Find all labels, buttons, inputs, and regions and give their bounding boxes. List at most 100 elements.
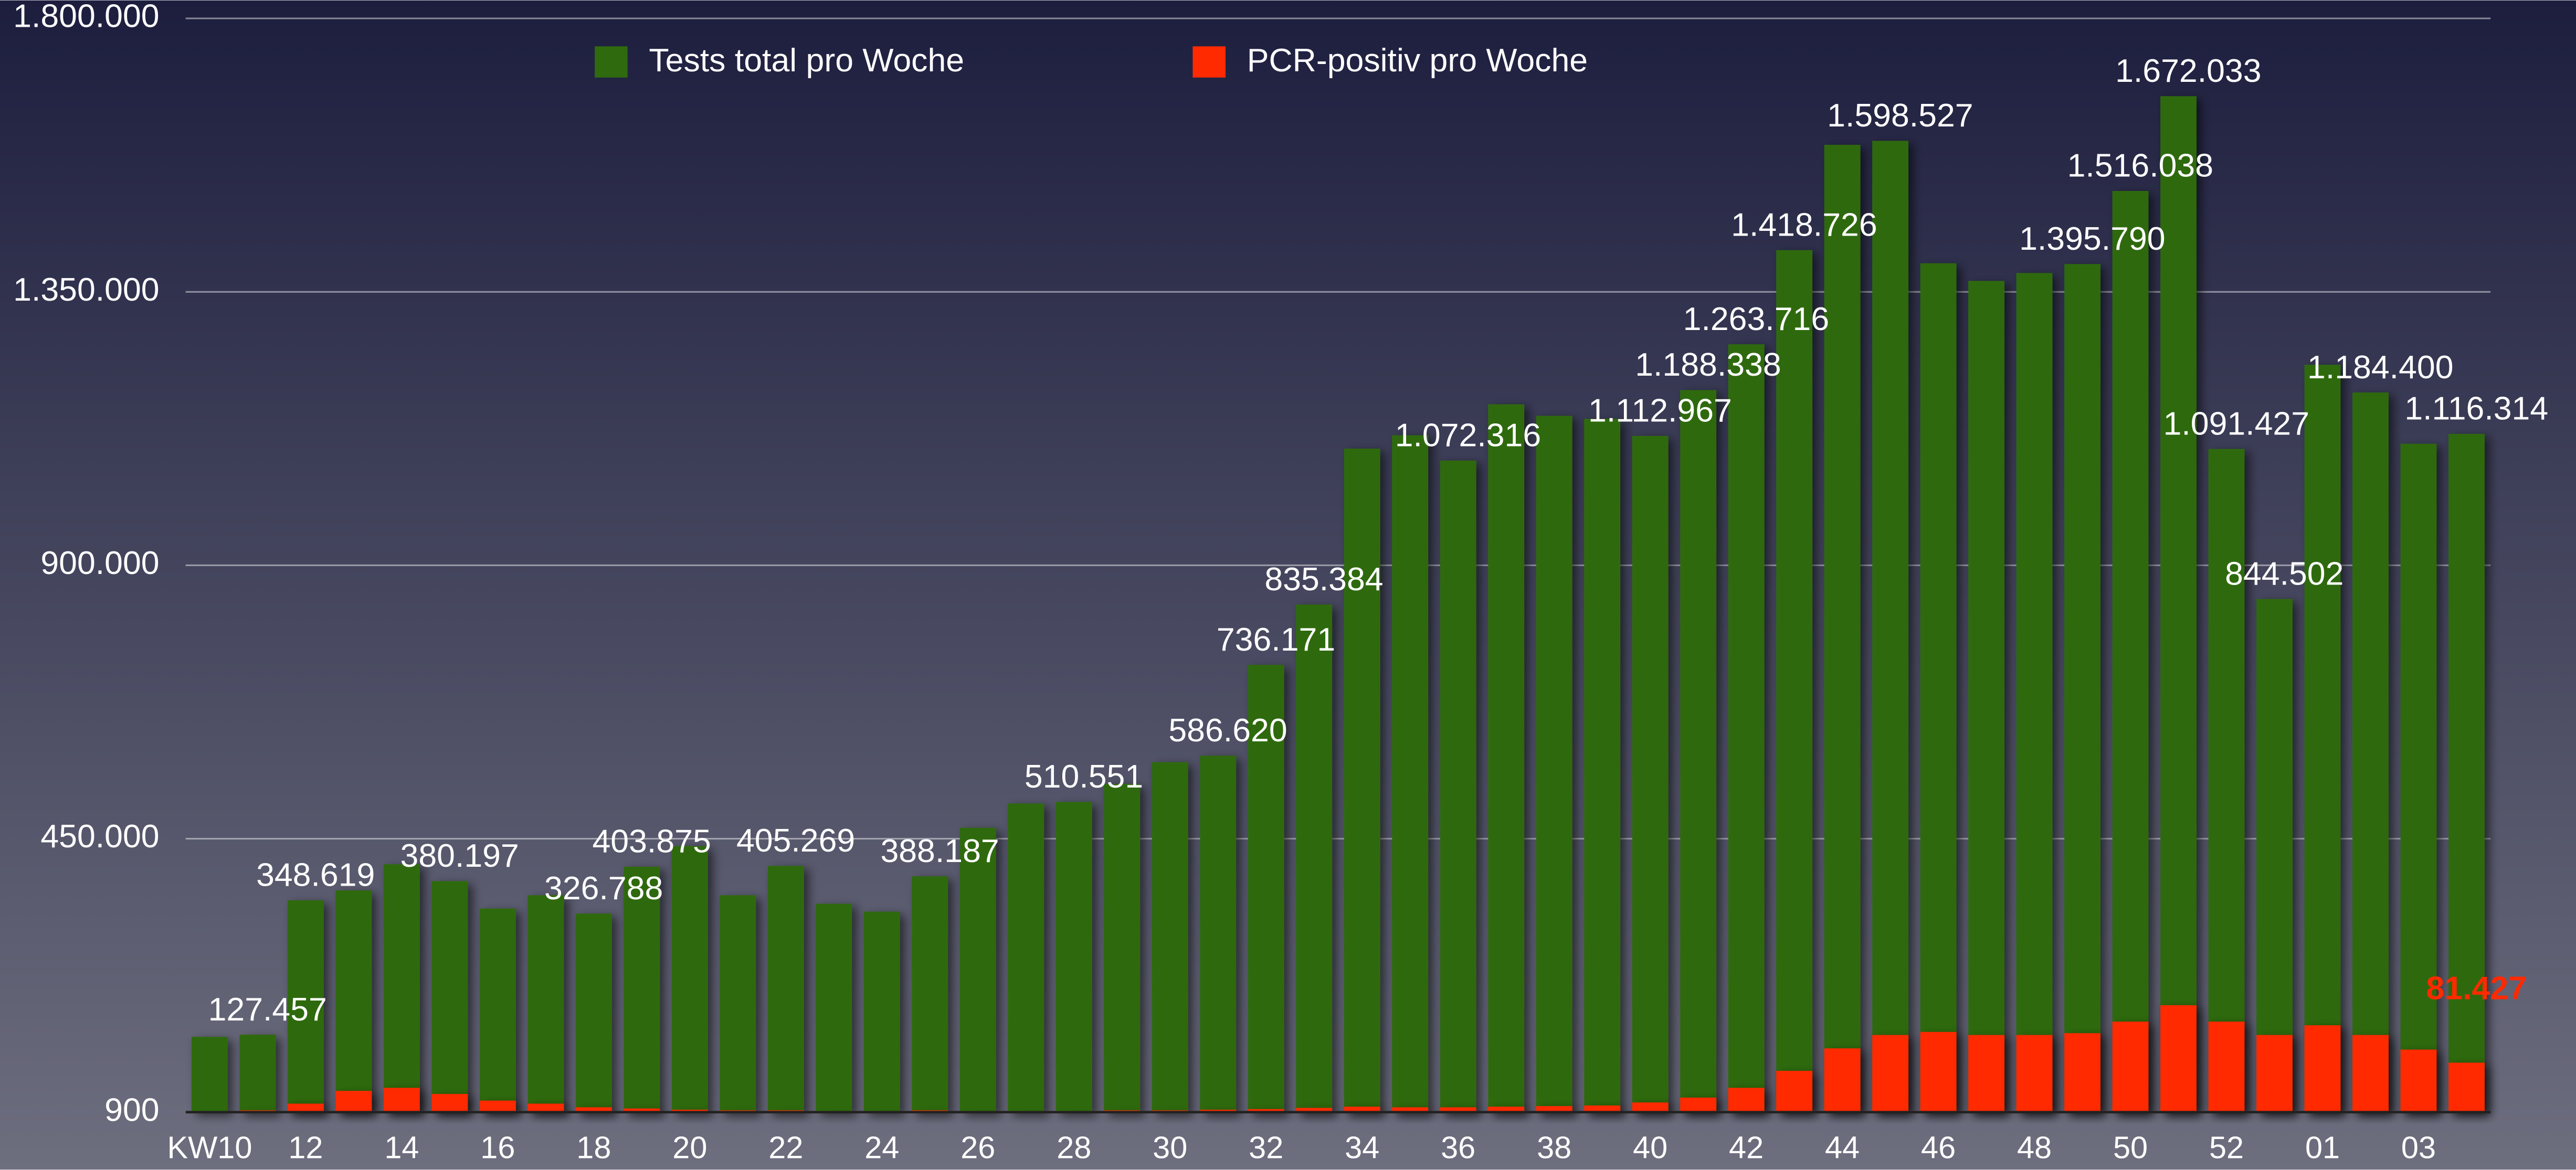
bar (2256, 599, 2293, 1112)
bar (624, 1108, 660, 1112)
value-label: 1.672.033 (2115, 52, 2261, 89)
bar (2160, 1005, 2197, 1112)
bar (2064, 1033, 2100, 1112)
y-tick-label: 450.000 (40, 818, 159, 855)
bar (1488, 1107, 1525, 1112)
bar (2112, 1022, 2149, 1112)
bar (1872, 141, 1909, 1112)
value-label: 844.502 (2225, 555, 2343, 592)
bar (239, 1035, 276, 1112)
value-label: 835.384 (1264, 561, 1383, 598)
bar (863, 911, 900, 1112)
bar-series (192, 1005, 2485, 1112)
value-label: 348.619 (256, 857, 375, 894)
value-label: 1.112.967 (1588, 392, 1732, 429)
bar (912, 876, 948, 1112)
x-tick-label: 52 (2209, 1130, 2244, 1165)
bar (1728, 1088, 1765, 1112)
value-label: 81.427 (2426, 970, 2527, 1006)
bar (2352, 392, 2389, 1112)
bar (1392, 1107, 1429, 1112)
bar (2016, 1035, 2053, 1112)
bar (1632, 435, 1669, 1112)
bar (2448, 433, 2485, 1112)
legend-swatch (595, 46, 628, 78)
bar (575, 1107, 612, 1112)
bar (1824, 145, 1861, 1112)
bar (2304, 1025, 2341, 1112)
x-tick-label: 26 (960, 1130, 995, 1165)
bar (1488, 404, 1525, 1112)
value-label: 380.197 (400, 837, 519, 874)
bar (287, 900, 324, 1112)
bar (1776, 250, 1813, 1112)
bar (1344, 1107, 1380, 1112)
value-label: 1.116.314 (2404, 390, 2548, 427)
x-tick-label: 40 (1633, 1130, 1667, 1165)
bar (959, 827, 996, 1112)
bar (1920, 263, 1957, 1112)
bar (1200, 756, 1237, 1112)
bar-series (192, 96, 2485, 1112)
x-tick-label: 18 (576, 1130, 611, 1165)
value-label: 1.418.726 (1731, 206, 1877, 243)
bar (1728, 344, 1765, 1112)
bar (1872, 1035, 1909, 1112)
bar (527, 895, 564, 1112)
bar (1824, 1048, 1861, 1112)
x-tick-label: 20 (672, 1130, 707, 1165)
x-tick-label: 42 (1729, 1130, 1764, 1165)
x-tick-label: 01 (2305, 1130, 2340, 1165)
bar (1536, 416, 1572, 1112)
value-label: 1.072.316 (1395, 417, 1541, 454)
value-label: 1.263.716 (1683, 301, 1829, 337)
value-label: 405.269 (736, 822, 855, 859)
bar (1440, 1107, 1476, 1112)
bar (816, 903, 852, 1112)
bar (2208, 1022, 2245, 1112)
y-tick-label: 900 (104, 1091, 159, 1128)
x-tick-label: 46 (1921, 1130, 1956, 1165)
bar (2256, 1035, 2293, 1112)
x-tick-label: 34 (1345, 1130, 1379, 1165)
value-label: 1.395.790 (2019, 220, 2165, 257)
value-label: 586.620 (1168, 712, 1287, 749)
bar (1776, 1071, 1813, 1112)
legend-label: Tests total pro Woche (649, 42, 964, 79)
bar (1968, 281, 2005, 1112)
bar (335, 890, 372, 1112)
x-tick-label: 44 (1825, 1130, 1860, 1165)
y-tick-label: 900.000 (40, 545, 159, 581)
bar (335, 1091, 372, 1112)
value-label: 1.598.527 (1827, 97, 1973, 134)
x-tick-label: 32 (1249, 1130, 1283, 1165)
bar (2304, 365, 2341, 1112)
value-label: 1.091.427 (2163, 405, 2309, 442)
bar (1392, 435, 1429, 1112)
bar (383, 1088, 420, 1112)
x-tick-label: 03 (2401, 1130, 2436, 1165)
bar (1584, 1105, 1621, 1112)
x-tick-label: 14 (384, 1130, 419, 1165)
bar (431, 881, 468, 1112)
bar (431, 1094, 468, 1112)
bar (2160, 96, 2197, 1112)
bar (1104, 784, 1141, 1112)
value-label: 1.184.400 (2307, 349, 2453, 386)
bar (2400, 443, 2437, 1112)
bar (527, 1103, 564, 1112)
x-tick-label: 24 (864, 1130, 899, 1165)
bar (1248, 665, 1284, 1112)
bar (1440, 460, 1476, 1112)
value-label: 403.875 (593, 823, 711, 860)
bar (479, 1100, 516, 1112)
x-tick-label: KW10 (167, 1130, 252, 1165)
bar (287, 1103, 324, 1112)
bar (1344, 449, 1380, 1112)
x-tick-label: 30 (1153, 1130, 1187, 1165)
bar (1584, 419, 1621, 1112)
x-tick-label: 48 (2017, 1130, 2052, 1165)
bar (1920, 1031, 1957, 1112)
bar (2352, 1035, 2389, 1112)
